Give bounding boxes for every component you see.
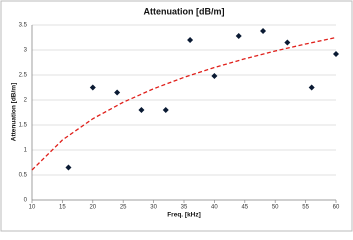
x-tick-label: 50 — [272, 205, 279, 211]
data-point — [138, 107, 145, 113]
data-point — [211, 73, 218, 79]
x-tick-label: 15 — [59, 205, 66, 211]
y-tick-label: 0.5 — [19, 173, 28, 179]
x-tick-label: 45 — [241, 205, 248, 211]
y-axis-title: Attenuation [dB/m] — [11, 83, 18, 142]
data-point — [260, 28, 267, 34]
x-tick-label: 10 — [29, 205, 36, 211]
y-tick-label: 2 — [24, 98, 28, 104]
x-tick-label: 20 — [89, 205, 96, 211]
x-tick-label: 35 — [181, 205, 188, 211]
chart-frame — [0, 0, 353, 232]
data-point — [114, 89, 121, 96]
x-tick-label: 40 — [211, 205, 218, 211]
data-point — [235, 33, 242, 39]
x-tick-label: 25 — [120, 205, 127, 211]
x-tick-label: 30 — [150, 205, 157, 211]
data-point — [162, 107, 169, 113]
x-tick-label: 55 — [302, 205, 309, 211]
y-tick-label: 1.5 — [19, 123, 28, 129]
data-point — [187, 37, 194, 43]
y-tick-label: 0 — [24, 198, 28, 204]
y-tick-label: 2.5 — [19, 73, 28, 79]
x-tick-label: 60 — [333, 205, 340, 211]
data-point — [284, 39, 291, 46]
y-tick-label: 3 — [24, 48, 28, 54]
x-axis-title: Freq. [kHz] — [167, 212, 201, 219]
data-point — [333, 51, 339, 57]
y-tick-label: 3.5 — [19, 23, 28, 29]
data-point — [65, 164, 72, 171]
y-tick-label: 1 — [24, 148, 28, 154]
chart: Attenuation [dB/m] Freq. [kHz] Attenuati… — [0, 0, 353, 232]
chart-title: Attenuation [dB/m] — [144, 6, 225, 16]
data-point — [308, 84, 315, 91]
trend-line — [31, 36, 337, 171]
data-point — [89, 84, 96, 91]
